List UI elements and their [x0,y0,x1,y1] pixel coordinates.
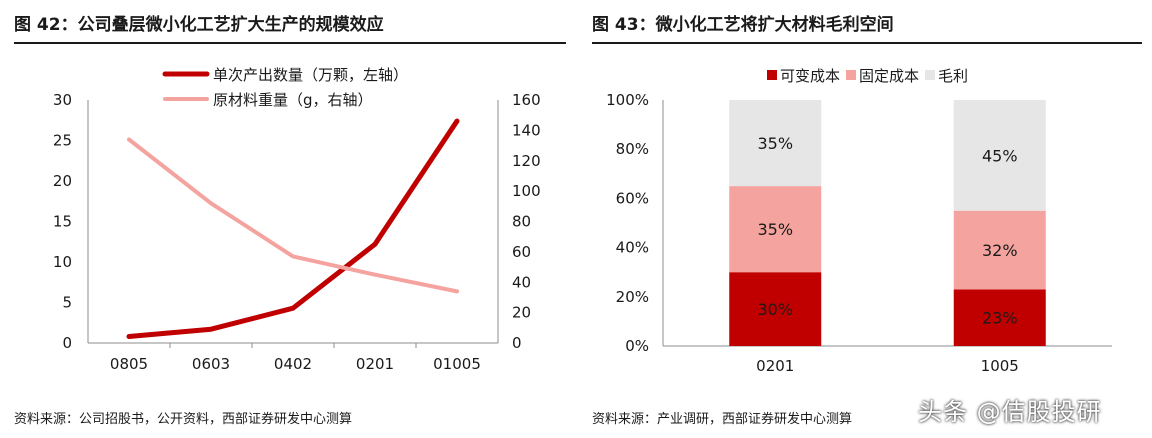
right-y-tick-label: 160 [512,91,541,109]
left-source-note: 资料来源：公司招股书，公开资料，西部证券研发中心测算 [14,412,353,427]
legend-label-1: 可变成本 [780,67,840,85]
bar-value-label: 30% [757,300,793,319]
bar-segment-固定成本 [953,210,1046,290]
series-line-1 [126,118,460,340]
legend-label-2: 固定成本 [859,67,919,85]
left-y-tick-label: 30 [53,91,72,109]
bar-value-label: 32% [982,241,1018,260]
right-y-tick-label: 80 [512,213,531,231]
left-line-chart: 0 5 10 15 20 25 30 0 20 40 60 80 100 120 140 160 0805 060… [53,66,541,373]
legend-swatch-2 [846,70,856,80]
left-y-tick-label: 15 [53,213,72,231]
right-y-tick-label: 0 [512,334,522,352]
bar-value-label: 45% [982,146,1018,165]
legend-swatch-1 [767,70,777,80]
right-chart-title: 图 43：微小化工艺将扩大材料毛利空间 [592,15,894,35]
y-tick-label: 20% [616,288,649,306]
y-tick-label: 40% [616,239,649,257]
right-y-tick-label: 20 [512,304,531,322]
x-tick-label: 0402 [274,355,312,373]
y-tick-label: 100% [606,91,649,109]
bar-segment-可变成本 [729,272,822,346]
y-tick-label: 0% [625,337,649,355]
legend-label-1: 单次产出数量（万颗，左轴） [213,66,408,84]
x-tick-label: 0201 [756,357,794,375]
x-tick-label: 0805 [110,355,148,373]
legend-swatch-3 [925,70,935,80]
legend-label-2: 原材料重量（g，右轴） [213,91,373,109]
bar-value-label: 35% [757,134,793,153]
left-y-tick-label: 5 [62,294,72,312]
legend-label-3: 毛利 [938,67,968,85]
series-line-2 [127,137,459,294]
x-tick-label: 0603 [192,355,230,373]
bar-segment-固定成本 [729,186,822,273]
right-stacked-bar-chart: 0% 20% 40% 60% 80% 100% 30% 35% 35% 0201 23% 32% 45%… [606,67,1112,375]
left-y-tick-label: 10 [53,253,72,271]
left-y-tick-label: 0 [62,334,72,352]
right-title-rule [592,42,1142,44]
left-chart-title: 图 42：公司叠层微小化工艺扩大生产的规模效应 [14,15,384,35]
right-y-tick-label: 60 [512,243,531,261]
y-tick-label: 80% [616,140,649,158]
bar-value-label: 35% [757,220,793,239]
x-tick-label: 01005 [433,355,481,373]
left-title-rule [14,42,566,44]
left-y-tick-label: 25 [53,132,72,150]
left-y-tick-label: 20 [53,172,72,190]
bar-value-label: 23% [982,309,1018,328]
bar-segment-可变成本 [953,289,1046,346]
bar-segment-毛利 [953,100,1046,211]
x-tick-label: 1005 [981,357,1019,375]
right-source-note: 资料来源：产业调研，西部证券研发中心测算 [592,412,853,427]
right-y-tick-label: 100 [512,182,541,200]
watermark: 头条 @佶股投研 [918,398,1102,426]
right-y-tick-label: 140 [512,121,541,139]
right-y-tick-label: 40 [512,273,531,291]
right-y-tick-label: 120 [512,152,541,170]
bar-segment-毛利 [729,100,822,187]
x-tick-label: 0201 [356,355,394,373]
y-tick-label: 60% [616,189,649,207]
